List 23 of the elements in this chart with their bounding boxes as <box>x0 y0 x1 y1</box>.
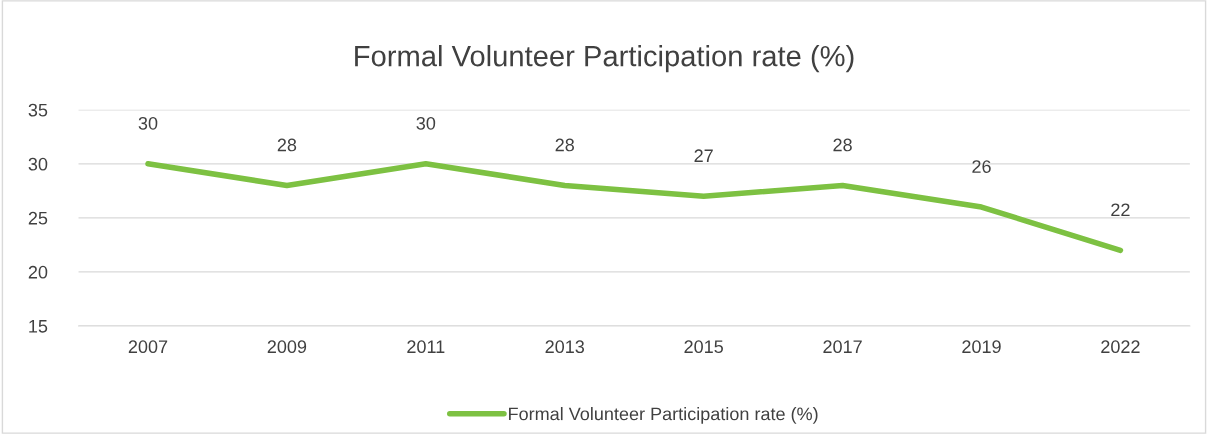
x-tick-label: 2017 <box>823 340 862 354</box>
x-tick-label: 2009 <box>267 340 307 354</box>
y-tick-label: 20 <box>28 265 48 279</box>
data-label: 30 <box>416 116 436 130</box>
y-tick-label: 15 <box>29 320 48 333</box>
data-label: 26 <box>972 160 991 173</box>
x-tick-label: 2013 <box>545 340 585 354</box>
data-label: 28 <box>555 138 574 152</box>
y-tick-label: 35 <box>28 103 48 117</box>
legend-label: Formal Volunteer Participation rate (%) <box>509 407 818 424</box>
data-label: 30 <box>138 116 158 130</box>
x-tick-label: 2011 <box>407 340 445 354</box>
data-label: 27 <box>694 149 713 162</box>
x-tick-label: 2022 <box>1101 340 1140 354</box>
y-tick-label: 25 <box>28 211 48 225</box>
chart-title: Formal Volunteer Participation rate (%) <box>355 45 854 73</box>
y-tick-label: 30 <box>28 157 48 171</box>
x-tick-label: 2007 <box>128 340 168 354</box>
data-label: 22 <box>1111 203 1130 216</box>
data-label: 28 <box>833 138 852 152</box>
x-tick-label: 2015 <box>684 340 723 354</box>
x-tick-label: 2019 <box>962 340 1001 354</box>
data-label: 28 <box>277 138 297 152</box>
